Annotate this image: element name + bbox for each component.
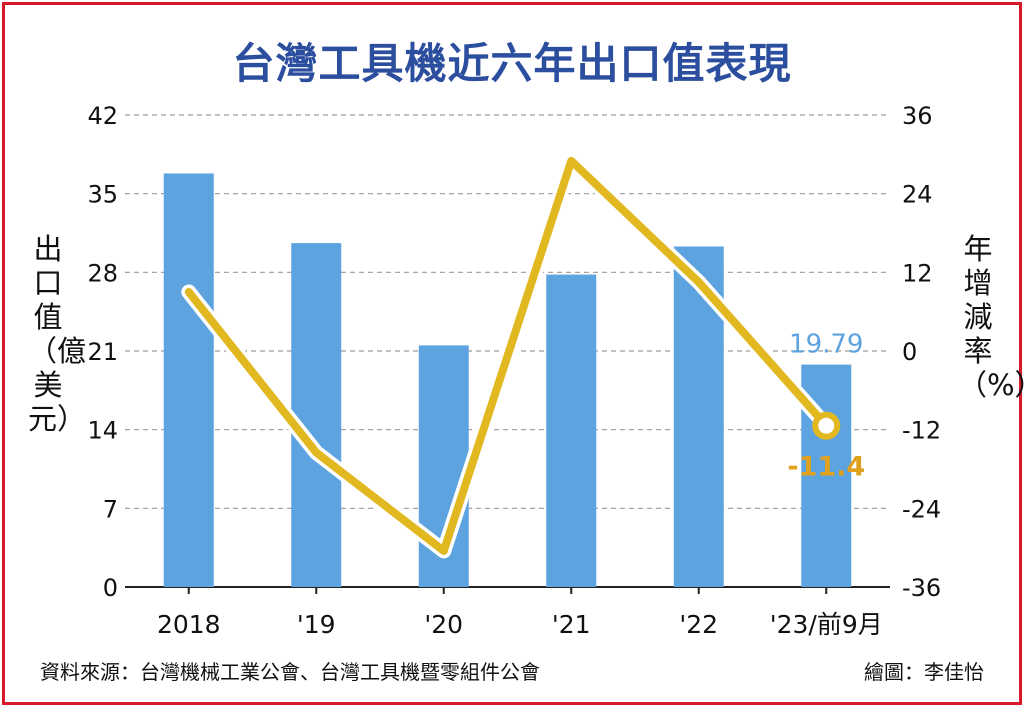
bar	[163, 173, 214, 587]
left-tick-label: 35	[87, 181, 118, 209]
x-tick-label: '23/前9月	[770, 610, 883, 639]
line-series	[184, 156, 831, 555]
line-end-marker	[812, 411, 841, 440]
x-tick-label: 2018	[157, 610, 221, 639]
x-tick-label: '19	[297, 610, 336, 639]
x-tick-label: '20	[424, 610, 463, 639]
right-tick-label: 12	[902, 259, 933, 287]
credit-note: 繪圖：李佳怡	[864, 660, 984, 684]
x-tick-label: '22	[679, 610, 718, 639]
left-tick-label: 42	[87, 102, 118, 130]
right-tick-label: -12	[902, 417, 941, 445]
left-tick-label: 7	[103, 495, 118, 523]
source-note: 資料來源：台灣機械工業公會、台灣工具機暨零組件公會	[40, 660, 540, 684]
right-tick-label: -24	[902, 495, 941, 523]
right-tick-label: 36	[902, 102, 933, 130]
left-tick-label: 28	[87, 259, 118, 287]
left-tick-label: 21	[87, 338, 118, 366]
line-value-label: -11.4	[787, 452, 865, 483]
bar	[291, 243, 342, 587]
left-tick-label: 14	[87, 417, 118, 445]
left-tick-label: 0	[103, 574, 118, 602]
right-tick-label: 24	[902, 181, 933, 209]
bar-value-label: 19.79	[789, 330, 863, 360]
right-tick-label: 0	[902, 338, 917, 366]
right-tick-label: -36	[902, 574, 941, 602]
x-tick-label: '21	[552, 610, 591, 639]
bar	[546, 274, 597, 587]
chart-title: 台灣工具機近六年出口值表現	[232, 39, 792, 88]
